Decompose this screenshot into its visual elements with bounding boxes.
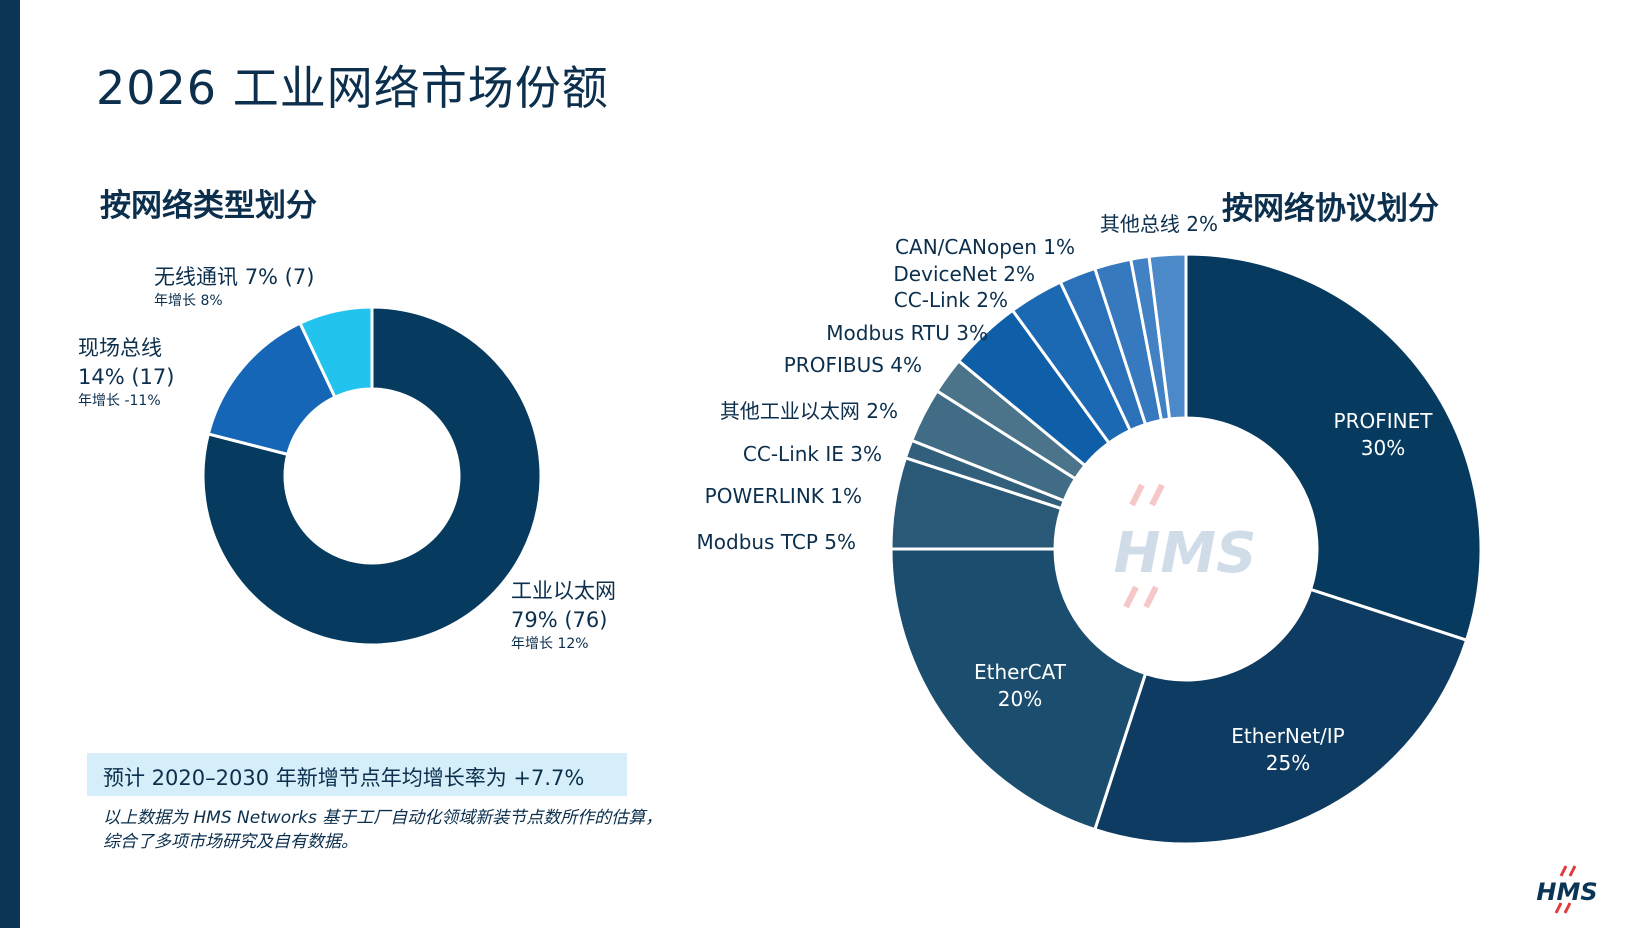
protocol-slice-0	[1184, 252, 1483, 643]
svg-text:HMS: HMS	[1536, 878, 1597, 906]
side-accent-bar	[0, 0, 20, 928]
source-note: 以上数据为 HMS Networks 基于工厂自动化领域新装节点数所作的估算，综…	[103, 808, 663, 852]
left-chart-title: 按网络类型划分	[100, 188, 317, 224]
protocol-slice-1	[1092, 587, 1469, 846]
growth-callout-text: 预计 2020–2030 年新增节点年均增长率为 +7.7%	[103, 766, 585, 790]
right-chart-title: 按网络协议划分	[1222, 191, 1439, 227]
label-profibus: PROFIBUS 4%	[783, 353, 922, 377]
protocol-slice-2	[889, 547, 1148, 832]
label-cc-link: CC-Link 2%	[893, 288, 1008, 312]
label-modbus-tcp: Modbus TCP 5%	[696, 530, 857, 554]
svg-text:HMS: HMS	[1114, 521, 1257, 586]
label-ethercat: EtherCAT 20%	[974, 660, 1066, 711]
label-modbus-rtu: Modbus RTU 3%	[826, 321, 988, 345]
label-powerlink: POWERLINK 1%	[704, 484, 862, 508]
type-donut-chart	[201, 305, 543, 647]
label-fieldbus: 现场总线 14% (17) 年增长 -11%	[78, 336, 175, 409]
label-can-canopen: CAN/CANopen 1%	[895, 235, 1075, 259]
label-wireless: 无线通讯 7% (7) 年增长 8%	[154, 265, 315, 309]
hms-logo: HMS	[1536, 865, 1598, 914]
label-other-fieldbus: 其他总线 2%	[1099, 212, 1218, 236]
growth-callout: 预计 2020–2030 年新增节点年均增长率为 +7.7%	[87, 753, 627, 796]
protocol-donut-chart	[889, 252, 1483, 846]
label-cc-link-ie: CC-Link IE 3%	[742, 442, 882, 466]
protocol-slice-12	[1147, 252, 1188, 421]
label-ethernet-ip: EtherNet/IP 25%	[1231, 724, 1345, 775]
label-devicenet: DeviceNet 2%	[893, 262, 1035, 286]
label-other-ethernet: 其他工业以太网 2%	[719, 399, 898, 423]
type-slice-0	[201, 305, 543, 647]
label-industrial-ethernet: 工业以太网 79% (76) 年增长 12%	[511, 579, 616, 652]
label-profinet: PROFINET 30%	[1333, 409, 1433, 460]
type-slice-2	[298, 305, 374, 400]
page-title: 2026 工业网络市场份额	[96, 61, 609, 115]
hms-watermark: HMS	[1114, 483, 1257, 609]
